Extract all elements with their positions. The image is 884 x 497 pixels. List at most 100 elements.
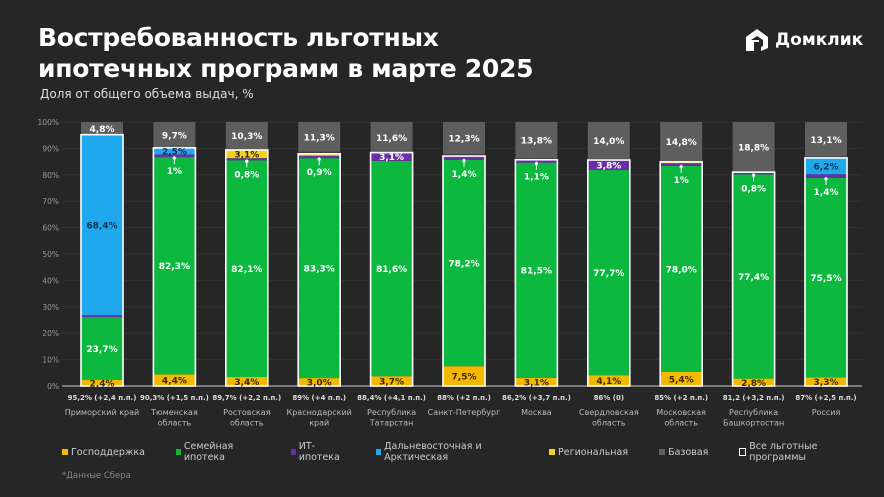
data-label-1: 77,7%	[593, 269, 624, 279]
bar-outline-all-programs	[152, 147, 197, 387]
y-tick-label: 90%	[42, 144, 59, 153]
legend: Господдержка Семейная ипотека ИТ-ипотека Да…	[62, 441, 884, 463]
x-category-label: Санкт-Петербург	[428, 408, 501, 417]
data-label-2: 1,4%	[814, 188, 839, 198]
data-label-3: 2,5%	[162, 148, 187, 158]
bar-segment-base	[153, 122, 196, 148]
data-label-2: 1,4%	[452, 170, 477, 180]
total-label: 95,2% (+2,4 п.п.)	[68, 394, 137, 402]
bar-segment-base	[370, 122, 413, 153]
page-title: Востребованность льготных ипотечных прог…	[38, 22, 533, 84]
subtitle: Доля от общего объема выдач, %	[40, 87, 254, 101]
bar-segment-0	[443, 366, 485, 386]
data-label-base: 13,8%	[521, 137, 552, 147]
data-label-base: 14,8%	[666, 138, 697, 148]
x-category-label: Москва	[521, 408, 552, 417]
bar-segment-2	[805, 174, 847, 178]
stacked-bar-chart: 0% 10% 20% 30% 40% 50% 60% 70% 80% 90% 100% 4,8% 2,4…	[38, 118, 862, 428]
legend-item: Семейная ипотека	[175, 441, 260, 463]
bar-outline-all-programs	[659, 161, 704, 387]
legend-item: Господдержка	[62, 441, 145, 463]
bar-segment-0	[660, 371, 703, 386]
y-tick-label: 80%	[42, 171, 59, 180]
legend-label: Семейная ипотека	[183, 441, 234, 463]
legend-item: Дальневосточная и Арктическая	[376, 441, 518, 463]
y-tick-label: 0%	[47, 382, 59, 391]
data-label-0: 3,7%	[379, 378, 404, 388]
data-label-2: 1,1%	[524, 173, 549, 183]
x-category-label: область	[592, 419, 626, 428]
bar-segment-base	[225, 122, 268, 150]
title-line-2: ипотечных программ в марте 2025	[38, 54, 534, 83]
data-label-0: 3,3%	[814, 378, 839, 388]
data-label-2: 1%	[167, 167, 182, 177]
data-label-2: 0,8%	[741, 184, 766, 194]
bar-segment-2	[225, 158, 268, 161]
bar-segment-base	[515, 122, 558, 159]
label-pin-dot	[752, 173, 756, 177]
bar-segment-2	[443, 156, 485, 160]
bar-segment-1	[443, 159, 485, 367]
bar-segment-1	[370, 160, 413, 377]
data-label-3: 68,4%	[86, 221, 117, 231]
bar-segment-2	[153, 154, 196, 158]
y-tick-label: 30%	[42, 303, 59, 312]
bar-segment-0	[515, 377, 558, 386]
data-label-0: 4,4%	[162, 377, 187, 387]
data-label-0: 3,0%	[307, 379, 332, 389]
bar-segment-1	[660, 165, 703, 372]
bar-outline-all-programs	[297, 152, 342, 387]
footnote: *Данные Сбера	[62, 471, 131, 481]
bar-segment-0	[225, 377, 268, 386]
house-logo-icon	[746, 29, 768, 51]
label-pin-dot	[462, 159, 466, 163]
data-label-0: 7,5%	[452, 373, 477, 383]
data-label-2: 1%	[674, 176, 689, 186]
legend-swatch	[62, 449, 68, 455]
bar-segment-2	[732, 172, 775, 175]
bar-segment-4	[225, 149, 268, 159]
y-tick-label: 60%	[42, 224, 59, 233]
legend-swatch	[175, 449, 181, 455]
bar-segment-2	[298, 155, 341, 159]
data-label-base: 10,3%	[231, 132, 262, 142]
label-pin-dot	[245, 159, 249, 163]
data-label-0: 3,4%	[234, 378, 259, 388]
legend-label: ИТ-ипотека	[298, 441, 340, 463]
bar-segment-1	[81, 317, 123, 380]
data-label-2: 3,1%	[379, 153, 404, 163]
y-tick-label: 10%	[42, 356, 59, 365]
legend-label: Господдержка	[71, 446, 145, 458]
label-pin-dot	[679, 165, 683, 169]
total-label: 88% (+2 п.п.)	[437, 394, 491, 402]
label-pin-dot	[534, 162, 539, 166]
bar-segment-1	[515, 162, 558, 378]
data-label-1: 23,7%	[86, 345, 117, 355]
logo-text: Домклик	[775, 30, 864, 50]
data-label-base: 13,1%	[810, 136, 841, 146]
bar-segment-1	[587, 170, 630, 376]
y-tick-label: 100%	[38, 118, 59, 127]
bar-outline-all-programs	[225, 149, 269, 387]
data-label-base: 14,0%	[593, 137, 624, 147]
data-label-base: 9,7%	[162, 131, 187, 141]
bar-segment-1	[153, 157, 196, 375]
legend-label: Дальневосточная и Арктическая	[384, 441, 482, 463]
x-category-label: Ростовская	[223, 408, 271, 417]
bar-segment-2	[370, 152, 413, 161]
data-label-0: 4,1%	[596, 377, 621, 387]
x-category-label: Россия	[812, 408, 841, 417]
total-label: 86% (0)	[594, 394, 624, 402]
data-label-1: 78,0%	[666, 265, 697, 275]
bar-segment-0	[370, 376, 413, 386]
bar-segment-0	[732, 378, 775, 386]
bar-segment-0	[81, 379, 123, 386]
legend-item: Все льготные программы	[739, 441, 853, 463]
legend-label: Региональная	[558, 446, 629, 458]
y-tick-label: 50%	[42, 250, 59, 259]
data-label-1: 77,4%	[738, 273, 769, 283]
bar-segment-1	[732, 174, 775, 379]
data-label-1: 83,3%	[304, 265, 335, 275]
x-category-label: Краснодарский	[287, 408, 352, 417]
bar-segment-base	[660, 122, 703, 162]
